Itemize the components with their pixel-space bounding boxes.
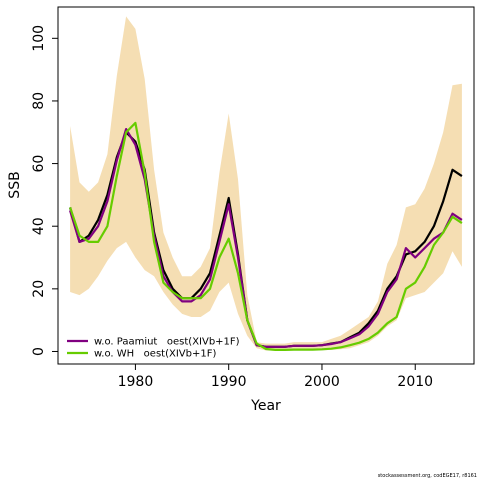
x-tick-label: 1990 — [211, 374, 247, 390]
series-line-paamiut — [69, 128, 463, 348]
confidence-band-layer — [70, 16, 462, 351]
y-axis-title: SSB — [7, 171, 23, 198]
plot-frame — [57, 6, 475, 365]
y-axis: 0 20 40 60 80 100 — [31, 25, 58, 356]
x-tick-label: 2010 — [397, 374, 433, 390]
series-line-wh — [69, 121, 463, 351]
confidence-band — [70, 16, 462, 351]
x-tick-label: 1980 — [118, 374, 154, 390]
x-axis: 1980 1990 2000 2010 — [118, 364, 433, 390]
y-tick-label: 0 — [31, 347, 47, 356]
y-tick-label: 60 — [31, 155, 47, 173]
y-tick-label: 20 — [31, 280, 47, 298]
y-tick-label: 100 — [31, 25, 47, 52]
y-tick-label: 40 — [31, 217, 47, 235]
legend-label-wh: w.o. WH oest(XIVb+1F) — [94, 349, 216, 360]
legend: w.o. Paamiut oest(XIVb+1F)w.o. WH oest(X… — [67, 337, 240, 360]
y-tick-label: 80 — [31, 92, 47, 110]
legend-label-paamiut: w.o. Paamiut oest(XIVb+1F) — [94, 337, 240, 348]
footer-credit: stockassessment.org, codEGE17, r8161 — [377, 473, 477, 479]
series-lines-layer — [69, 121, 463, 351]
x-axis-title: Year — [250, 398, 281, 414]
x-tick-label: 2000 — [304, 374, 340, 390]
